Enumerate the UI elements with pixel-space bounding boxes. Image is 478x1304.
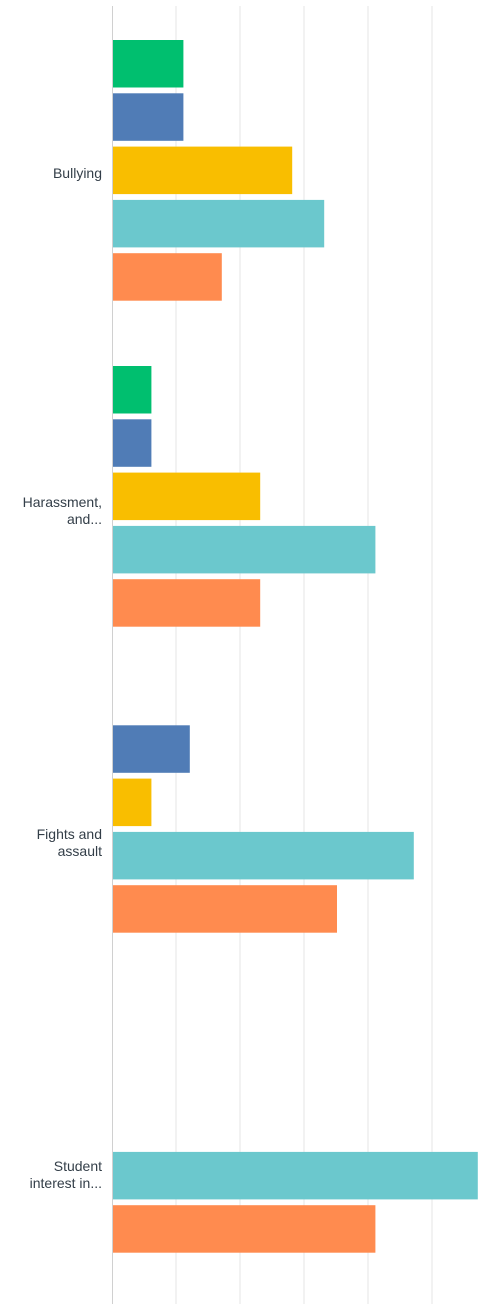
category-label-line: and...: [66, 511, 102, 527]
bar-cat2-series4: [113, 885, 337, 933]
category-label-line: Student: [53, 1158, 102, 1174]
bar-cat0-series1: [113, 93, 184, 141]
bar-cat0-series2: [113, 146, 293, 195]
category-label: Fights and assault: [0, 826, 102, 860]
category-label-line: Harassment,: [22, 494, 102, 510]
bar-cat0-series4: [113, 253, 222, 301]
category-label: Student interest in...: [0, 1158, 102, 1192]
category-label-line: Fights and: [36, 826, 102, 842]
category-label: Harassment, and...: [0, 494, 102, 528]
bar-cat3-series3: [113, 1151, 478, 1200]
bar-cat0-series0: [113, 40, 184, 88]
category-label-line: interest in...: [29, 1175, 102, 1191]
category-label-line: assault: [57, 843, 102, 859]
bar-cat2-series1: [113, 725, 190, 773]
bar-cat2-series2: [113, 778, 152, 827]
bar-cat0-series3: [113, 199, 325, 248]
bar-cat1-series0: [113, 366, 152, 414]
bar-cat3-series4: [113, 1205, 376, 1253]
bar-cat1-series3: [113, 525, 376, 574]
category-label: Bullying: [0, 165, 102, 182]
bar-cat1-series2: [113, 472, 261, 521]
bar-cat1-series1: [113, 419, 152, 467]
bar-cat1-series4: [113, 579, 261, 627]
category-label-line: Bullying: [52, 164, 102, 181]
bar-cat2-series3: [113, 831, 414, 880]
